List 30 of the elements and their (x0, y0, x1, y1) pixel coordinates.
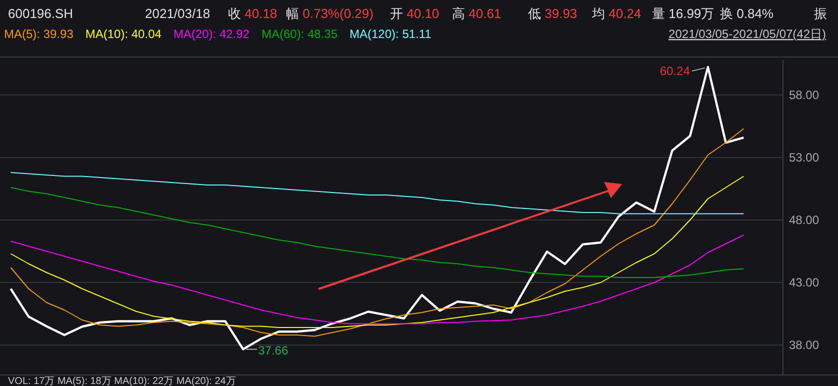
text: 量 16.99万 (652, 6, 714, 21)
line-series (10, 128, 744, 337)
y-tick-label: 58.00 (789, 88, 820, 102)
text: 振 (814, 6, 827, 21)
text: MA(120): 51.11 (350, 27, 432, 41)
line-series (10, 234, 744, 324)
text: MA(5): 39.93 (4, 27, 74, 41)
text: MA(60): 48.35 (261, 27, 338, 41)
chart-subtitle: 2021/03/18 (145, 6, 210, 21)
text: 低 39.93 (528, 6, 578, 21)
text: 换 0.84% (720, 6, 774, 21)
line-series (10, 187, 744, 278)
text: MA(10): 40.04 (85, 27, 162, 41)
y-tick-label: 48.00 (789, 213, 820, 227)
y-tick-label: 43.00 (789, 276, 820, 290)
y-tick-label: 53.00 (789, 150, 820, 164)
y-tick-label: 38.00 (789, 338, 820, 352)
chart-title: 600196.SH (8, 6, 74, 21)
text: 均 40.24 (591, 6, 642, 21)
annotation: 60.24 (660, 64, 690, 78)
line-series (10, 172, 744, 214)
text: 幅 0.73%(0.29) (286, 6, 374, 21)
text: VOL: 17万 MA(5): 18万 MA(10): 22万 MA(20): 24万 (8, 376, 236, 386)
text: 高 40.61 (452, 6, 502, 21)
text: 开 40.10 (390, 6, 440, 21)
line-series (10, 176, 744, 328)
text: 收 40.18 (228, 6, 278, 21)
text: MA(20): 42.92 (173, 27, 250, 41)
annotation: 37.66 (258, 343, 288, 358)
text: 2021/03/05-2021/05/07(42日) (668, 27, 826, 41)
